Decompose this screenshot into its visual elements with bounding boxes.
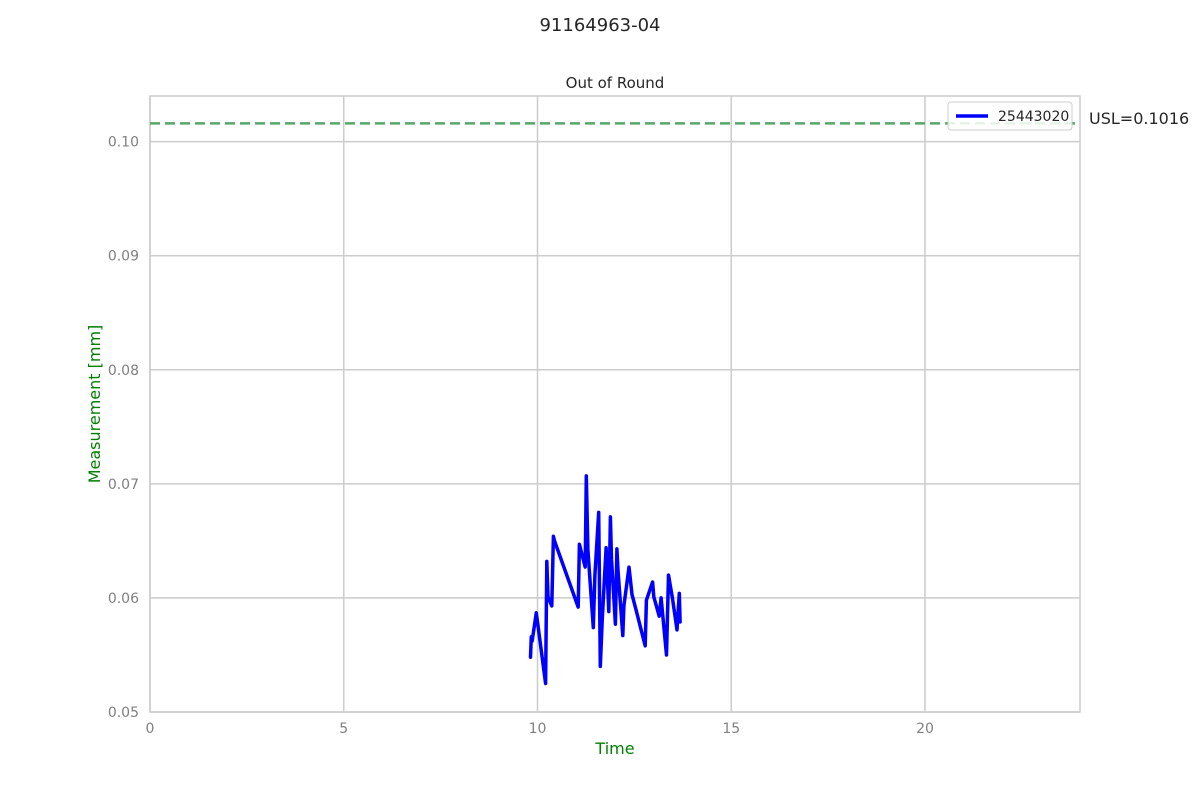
plot-frame bbox=[149, 95, 1081, 713]
x-tick-label: 10 bbox=[529, 721, 547, 737]
x-axis-label: Time bbox=[594, 739, 634, 758]
grid bbox=[149, 96, 1080, 713]
legend-box bbox=[947, 101, 1073, 131]
y-tick-label: 0.10 bbox=[108, 135, 139, 151]
y-tick-labels: 0.05 0.06 0.07 0.08 0.09 0.10 bbox=[108, 135, 139, 721]
legend: 25443020 bbox=[947, 101, 1073, 131]
series-line bbox=[528, 474, 682, 686]
x-tick-label: 20 bbox=[916, 721, 934, 737]
y-axis-label: Measurement [mm] bbox=[85, 325, 104, 484]
y-tick-label: 0.05 bbox=[108, 705, 139, 721]
y-tick-label: 0.07 bbox=[108, 477, 139, 493]
legend-label: 25443020 bbox=[998, 109, 1069, 125]
x-tick-label: 0 bbox=[146, 721, 155, 737]
usl-label: USL=0.1016 bbox=[1089, 109, 1189, 128]
y-tick-label: 0.09 bbox=[108, 249, 139, 265]
y-tick-label: 0.06 bbox=[108, 591, 139, 607]
x-tick-labels: 0 5 10 15 20 bbox=[146, 721, 934, 737]
chart-title: Out of Round bbox=[566, 74, 665, 92]
series-lines bbox=[528, 474, 682, 686]
y-tick-label: 0.08 bbox=[108, 363, 139, 379]
x-tick-label: 15 bbox=[722, 721, 740, 737]
figure-title: 91164963-04 bbox=[539, 15, 660, 36]
x-tick-label: 5 bbox=[339, 721, 348, 737]
